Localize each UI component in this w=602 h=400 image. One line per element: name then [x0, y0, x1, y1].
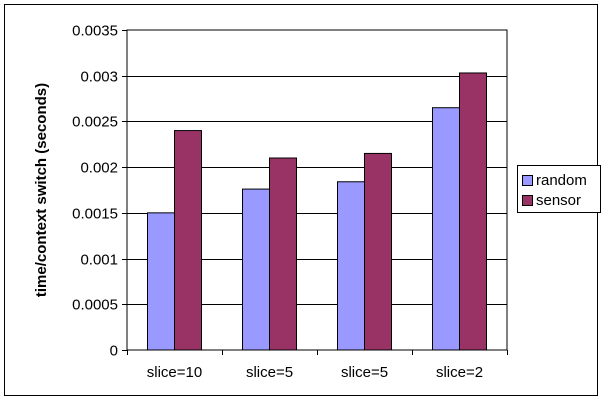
legend-swatch-random: [522, 174, 533, 186]
legend-item-sensor: sensor: [522, 191, 581, 209]
y-axis-title: time/context switch (seconds): [33, 83, 50, 297]
y-tick-label: 0.0035: [72, 23, 118, 40]
legend-swatch-sensor: [522, 194, 533, 206]
x-tick-label: slice=10: [147, 364, 202, 381]
x-tick-label: slice=5: [341, 364, 388, 381]
bar-sensor: [269, 157, 297, 351]
y-tick-label: 0.0025: [72, 114, 118, 131]
y-tick-label: 0.003: [80, 69, 118, 86]
y-tick-label: 0: [110, 343, 118, 360]
y-tick-label: 0.002: [80, 160, 118, 177]
legend-label-sensor: sensor: [536, 191, 582, 209]
bar-random: [147, 212, 175, 351]
bar-sensor: [459, 72, 487, 351]
legend-item-random: random: [522, 171, 587, 189]
y-tick-label: 0.001: [80, 252, 118, 269]
x-tick-label: slice=2: [436, 364, 483, 381]
bar-random: [337, 181, 365, 351]
bar-sensor: [174, 130, 202, 351]
bar-sensor: [364, 152, 392, 351]
legend-label-random: random: [536, 171, 587, 189]
x-tick-label: slice=5: [246, 364, 293, 381]
y-tick-label: 0.0005: [72, 297, 118, 314]
legend: random sensor: [517, 165, 601, 213]
y-tick-label: 0.0015: [72, 206, 118, 223]
bar-random: [432, 107, 460, 351]
bar-random: [242, 188, 270, 351]
